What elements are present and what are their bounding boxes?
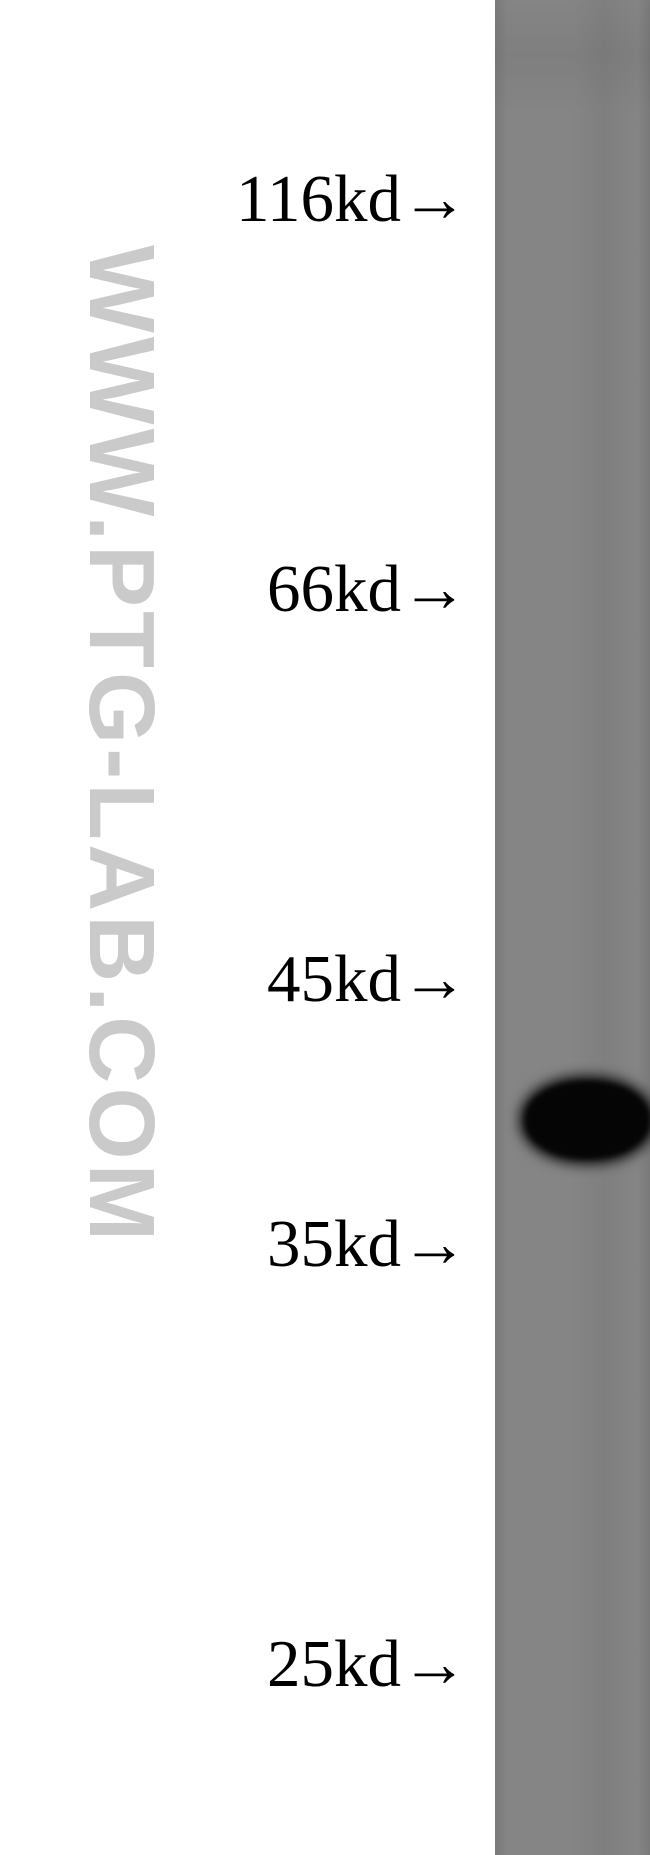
mw-marker-1: 66kd→ xyxy=(267,551,468,628)
mw-marker-4: 25kd→ xyxy=(267,1626,468,1703)
mw-marker-2: 45kd→ xyxy=(267,941,468,1018)
western-blot-lane xyxy=(495,0,650,1855)
mw-marker-0: 116kd→ xyxy=(236,161,468,238)
watermark-text: WWW.PTG-LAB.COM xyxy=(68,245,175,1245)
band-inner-0 xyxy=(525,1081,650,1159)
mw-marker-3: 35kd→ xyxy=(267,1206,468,1283)
lane-background xyxy=(495,0,650,1855)
